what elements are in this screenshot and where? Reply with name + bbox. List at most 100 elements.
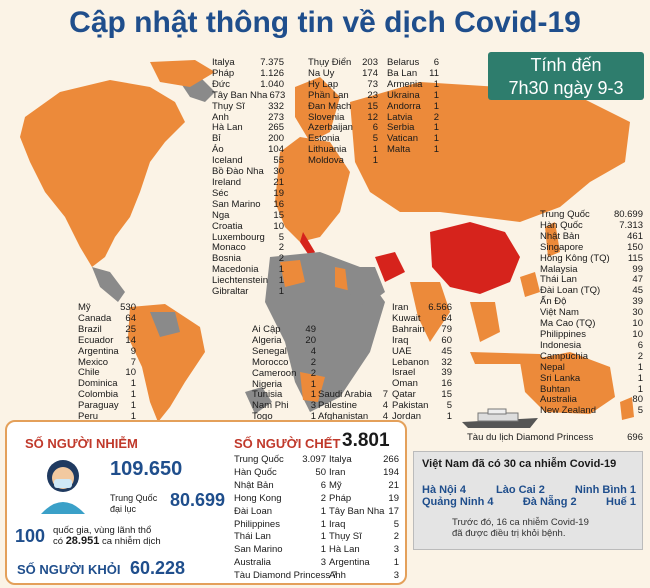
case-count: 1 — [372, 144, 378, 156]
asia-list: Trung Quốc 80.699 Hàn Quốc 7.313 Nhật Bản 461… — [540, 209, 643, 417]
americas-list: Mỹ 530 Canada 64 Brazil 25 Ecuador 14 Argentina 9… — [78, 302, 136, 423]
case-row: Qatar 15 — [392, 389, 452, 401]
case-count: 3 — [393, 544, 399, 556]
case-count: 10 — [632, 328, 643, 340]
country-name: Argentina — [78, 345, 119, 357]
case-row: Philippines 1 — [234, 519, 326, 532]
country-name: Bahrain — [392, 323, 425, 335]
case-row: Morocco 2 — [252, 357, 316, 369]
case-row: Algeria 20 — [252, 334, 316, 347]
case-count: 1 — [637, 372, 643, 384]
country-name: Anh — [212, 111, 229, 123]
case-count: 7 — [382, 389, 388, 400]
case-count: 49 — [305, 324, 316, 335]
case-row: Lebanon 32 — [392, 356, 452, 369]
case-row: Séc 19 — [212, 188, 284, 200]
country-name: Ma Cao (TQ) — [540, 318, 596, 330]
case-row: Togo 1 — [252, 411, 316, 423]
case-row: Vatican 1 — [387, 133, 439, 145]
country-name: Malta — [387, 144, 411, 156]
case-row: Hồng Kông (TQ) 115 — [540, 253, 643, 265]
case-row: Armenia 1 — [387, 79, 439, 91]
case-count: 2 — [320, 492, 326, 504]
case-count: 461 — [627, 230, 643, 242]
case-row: Buhtan 1 — [540, 384, 643, 396]
case-row: Thái Lan 47 — [540, 275, 643, 286]
case-count: 104 — [268, 144, 284, 156]
country-name: Afghanistan — [318, 410, 369, 422]
case-row: Malta 1 — [387, 144, 439, 156]
case-row: Belarus 6 — [387, 57, 439, 69]
case-count: 14 — [125, 334, 136, 346]
country-name: Mỹ — [78, 302, 91, 313]
case-count: 17 — [388, 505, 399, 517]
case-row: Croatia 10 — [212, 220, 284, 233]
case-count: 45 — [441, 345, 452, 357]
case-count: 1 — [310, 411, 316, 423]
case-row: Hà Lan 3 — [329, 544, 399, 557]
country-name: Thụy Sĩ — [329, 531, 362, 543]
country-name: Đức — [212, 78, 230, 90]
case-row: Bosnia 2 — [212, 253, 284, 265]
case-row: Đài Loan (TQ) 45 — [540, 285, 643, 297]
person-mask-icon — [41, 460, 85, 514]
case-row: Ireland 21 — [212, 177, 284, 189]
case-count: 10 — [273, 220, 284, 232]
case-row: Macedonia 1 — [212, 264, 284, 276]
deaths-total: 3.801 — [342, 430, 390, 451]
country-name: Bỉ — [212, 133, 221, 145]
case-row: Mexico 7 — [78, 357, 136, 369]
country-name: Gibraltar — [212, 286, 249, 298]
case-row: UAE 45 — [392, 345, 452, 358]
case-row: Argentina 9 — [78, 345, 136, 358]
case-count: 332 — [268, 100, 284, 112]
case-row: Andorra 1 — [387, 101, 439, 113]
deaths-label: SỐ NGƯỜI CHẾT — [234, 436, 341, 451]
case-row: Gibraltar 1 — [212, 286, 284, 298]
country-name: Luxembourg — [212, 231, 265, 243]
country-name: Palestine — [318, 399, 358, 411]
recovered-total: 60.228 — [130, 558, 186, 578]
country-name: Nepal — [540, 361, 565, 373]
case-count: 3 — [310, 400, 316, 412]
case-row: Tunisia 1 — [252, 390, 316, 401]
case-row: Canada 64 — [78, 313, 136, 325]
case-count: 10 — [632, 318, 643, 330]
country-name: San Marino — [234, 544, 283, 556]
country-name: Anh — [329, 570, 346, 582]
case-row: Estonia 5 — [308, 133, 378, 145]
case-row: Nga 15 — [212, 210, 284, 222]
case-row: Hy Lạp 73 — [308, 79, 378, 91]
country-name: Sri Lanka — [540, 372, 581, 384]
case-row: Ukraina 1 — [387, 90, 439, 102]
case-row: Israel 39 — [392, 368, 452, 379]
country-name: Mỹ — [329, 479, 342, 491]
case-row: Hong Kong 2 — [234, 493, 326, 506]
case-count: 80.699 — [613, 209, 643, 220]
case-row: Brazil 25 — [78, 324, 136, 336]
country-name: Phần Lan — [308, 89, 349, 101]
country-name: Pháp — [212, 67, 235, 79]
case-count: 39 — [441, 367, 452, 379]
country-name: Thụy Điển — [308, 57, 352, 68]
case-row: Indonesia 6 — [540, 340, 643, 352]
case-row: Iraq 5 — [329, 519, 399, 532]
country-name: Thái Lan — [234, 531, 271, 543]
country-name: Qatar — [392, 389, 416, 401]
country-name: Peru — [78, 411, 99, 423]
case-row: Campuchia 2 — [540, 350, 643, 363]
china-infected-label: Trung Quốc đại lục — [110, 493, 158, 514]
country-name: Algeria — [252, 334, 282, 346]
country-name: Philippines — [234, 518, 280, 530]
case-row: Ai Cập 49 — [252, 324, 316, 336]
country-name: Hà Lan — [329, 544, 360, 556]
country-name: Iceland — [212, 155, 243, 167]
case-count: 2 — [637, 350, 643, 362]
country-name: Lebanon — [392, 356, 429, 368]
country-name: Thụy Sĩ — [212, 100, 245, 112]
country-name: Kuwait — [392, 312, 421, 324]
case-row: Việt Nam 30 — [540, 307, 643, 319]
country-name: Vatican — [387, 133, 418, 145]
case-count: 32 — [441, 356, 452, 368]
case-count: 1 — [433, 144, 439, 156]
